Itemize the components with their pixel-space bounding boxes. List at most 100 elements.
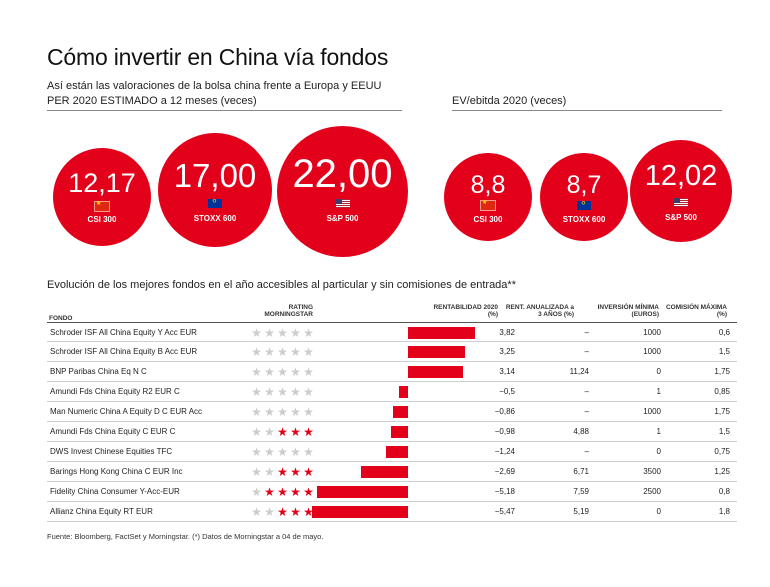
rent-anualizada-value: – [584, 347, 589, 356]
star-rating: ★ ★ ★ ★ ★ [250, 502, 315, 522]
rentabilidad-value: −2,69 [494, 467, 515, 476]
star-icon: ★ [277, 326, 288, 340]
star-icon: ★ [264, 385, 275, 399]
bubble-value: 12,17 [68, 168, 136, 198]
header-comision: COMISIÓN MÁXIMA (%) [665, 304, 727, 319]
header-rentabilidad: RENTABILIDAD 2020 (%) [433, 304, 498, 319]
return-bar [360, 466, 408, 478]
star-rating: ★ ★ ★ ★ ★ [250, 482, 315, 502]
star-icon: ★ [277, 465, 288, 479]
return-bar [399, 386, 408, 398]
comision-value: 0,85 [714, 387, 730, 396]
bubble-label: S&P 500 [326, 214, 359, 223]
source-note: Fuente: Bloomberg, FactSet y Morningstar… [47, 532, 324, 541]
star-icon: ★ [290, 405, 301, 419]
star-icon: ★ [290, 326, 301, 340]
return-bar [312, 506, 408, 518]
comision-value: 0,75 [714, 447, 730, 456]
fund-name: BNP Paribas China Eq N C [50, 367, 147, 376]
table-row: Schroder ISF All China Equity Y Acc EUR ★… [47, 322, 737, 342]
return-bar [408, 346, 465, 358]
star-icon: ★ [251, 485, 262, 499]
rent-anualizada-value: 6,71 [573, 467, 589, 476]
per-section-label: PER 2020 ESTIMADO a 12 meses (veces) [47, 95, 257, 107]
star-icon: ★ [303, 405, 314, 419]
ev-bubble-sp500: 12,02 S&P 500 [630, 140, 732, 242]
comision-value: 1,75 [714, 407, 730, 416]
star-icon: ★ [290, 465, 301, 479]
page-subtitle: Así están las valoraciones de la bolsa c… [47, 80, 382, 92]
rentabilidad-value: 3,25 [499, 347, 515, 356]
star-icon: ★ [251, 405, 262, 419]
star-icon: ★ [264, 485, 275, 499]
star-rating: ★ ★ ★ ★ ★ [250, 323, 315, 343]
comision-value: 0,8 [718, 487, 730, 496]
star-rating: ★ ★ ★ ★ ★ [250, 382, 315, 402]
star-icon: ★ [290, 425, 301, 439]
star-rating: ★ ★ ★ ★ ★ [250, 342, 315, 362]
star-icon: ★ [264, 365, 275, 379]
return-bar [408, 327, 475, 339]
header-rent-anualizada: RENT. ANUALIZADA a 3 AÑOS (%) [505, 304, 574, 319]
rentabilidad-value: −0,86 [494, 407, 515, 416]
us-flag-icon [674, 198, 688, 207]
rentabilidad-value: 3,82 [499, 328, 515, 337]
star-icon: ★ [264, 345, 275, 359]
table-row: Man Numeric China A Equity D C EUR Acc ★ ★… [47, 402, 737, 422]
ev-section-divider [452, 110, 722, 111]
bubble-label: STOXX 600 [562, 215, 606, 224]
star-icon: ★ [251, 425, 262, 439]
star-icon: ★ [290, 485, 301, 499]
star-icon: ★ [264, 465, 275, 479]
comision-value: 0,6 [718, 328, 730, 337]
star-icon: ★ [277, 445, 288, 459]
ev-bubble-stoxx600: 8,7 STOXX 600 [540, 153, 628, 241]
fund-name: Amundi Fds China Equity C EUR C [50, 427, 176, 436]
table-row: Schroder ISF All China Equity B Acc EUR ★… [47, 342, 737, 362]
header-fondo: FONDO [49, 315, 73, 322]
bubble-label: CSI 300 [87, 215, 117, 224]
star-icon: ★ [303, 345, 314, 359]
star-icon: ★ [290, 505, 301, 519]
page-title: Cómo invertir en China vía fondos [47, 44, 389, 70]
return-bar [392, 406, 408, 418]
fund-name: DWS Invest Chinese Equities TFC [50, 447, 173, 456]
star-icon: ★ [303, 445, 314, 459]
inversion-minima-value: 0 [656, 447, 661, 456]
rent-anualizada-value: 4,88 [573, 427, 589, 436]
comision-value: 1,5 [718, 347, 730, 356]
inversion-minima-value: 1 [656, 387, 661, 396]
rent-anualizada-value: – [584, 328, 589, 337]
fund-name: Man Numeric China A Equity D C EUR Acc [50, 407, 203, 416]
rentabilidad-value: −5,47 [494, 507, 515, 516]
china-flag-icon [94, 200, 110, 212]
star-icon: ★ [277, 485, 288, 499]
bubble-value: 17,00 [173, 157, 257, 194]
table-row: BNP Paribas China Eq N C ★ ★ ★ ★ ★ 3,14 11,24 0 1… [47, 362, 737, 382]
fund-name: Schroder ISF All China Equity B Acc EUR [50, 347, 198, 356]
inversion-minima-value: 0 [656, 507, 661, 516]
comision-value: 1,8 [718, 507, 730, 516]
star-icon: ★ [303, 465, 314, 479]
ev-bubble-csi300: 8,8 CSI 300 [444, 153, 532, 241]
rent-anualizada-value: 11,24 [569, 367, 589, 376]
comision-value: 1,25 [714, 467, 730, 476]
table-title: Evolución de los mejores fondos en el añ… [47, 279, 516, 291]
star-icon: ★ [251, 505, 262, 519]
eu-flag-icon [208, 194, 222, 208]
star-icon: ★ [277, 365, 288, 379]
rentabilidad-value: −0,98 [494, 427, 515, 436]
star-icon: ★ [251, 445, 262, 459]
per-bubble-sp500: 22,00 S&P 500 [277, 126, 408, 257]
rentabilidad-value: −5,18 [494, 487, 515, 496]
per-bubble-csi300: 12,17 CSI 300 [53, 148, 151, 246]
rent-anualizada-value: – [584, 407, 589, 416]
rent-anualizada-value: 5,19 [573, 507, 589, 516]
per-section-divider [47, 110, 402, 111]
rent-anualizada-value: 7,59 [573, 487, 589, 496]
star-icon: ★ [303, 505, 314, 519]
eu-flag-icon [577, 196, 591, 210]
star-icon: ★ [264, 445, 275, 459]
inversion-minima-value: 1 [656, 427, 661, 436]
rentabilidad-value: 3,14 [499, 367, 515, 376]
